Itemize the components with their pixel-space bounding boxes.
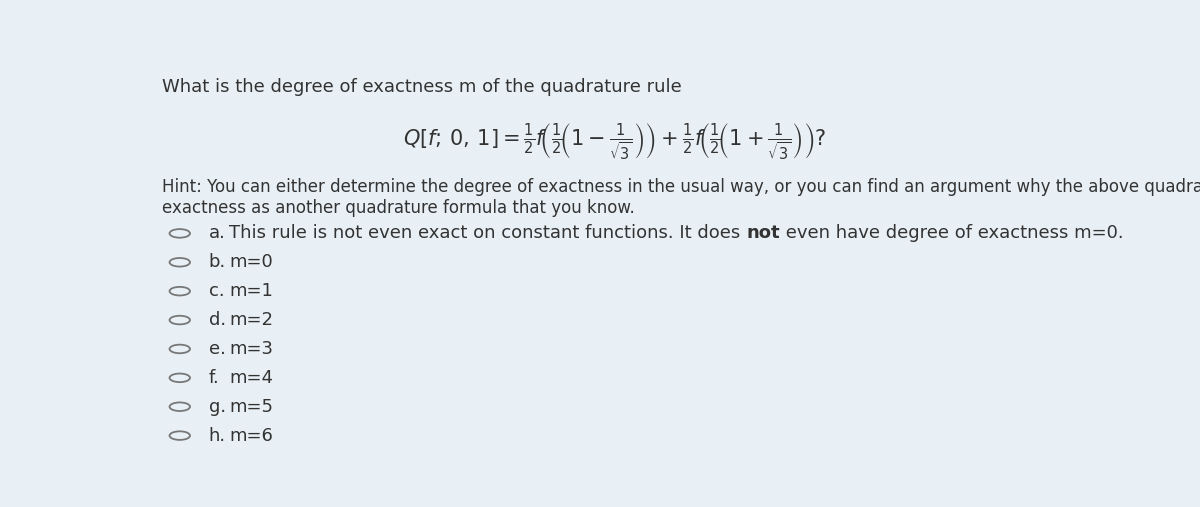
Text: b.: b. xyxy=(209,254,226,271)
Text: m=5: m=5 xyxy=(229,397,274,416)
Text: $Q[f;\,0,\,1] = \frac{1}{2}f\!\left(\frac{1}{2}\!\left(1 - \frac{1}{\sqrt{3}}\ri: $Q[f;\,0,\,1] = \frac{1}{2}f\!\left(\fra… xyxy=(403,121,827,162)
Text: m=6: m=6 xyxy=(229,426,272,445)
Text: m=2: m=2 xyxy=(229,311,274,329)
Text: m=4: m=4 xyxy=(229,369,274,387)
Text: a.: a. xyxy=(209,225,226,242)
Text: h.: h. xyxy=(209,426,226,445)
Text: m=1: m=1 xyxy=(229,282,272,300)
Text: c.: c. xyxy=(209,282,224,300)
Text: This rule is not even exact on constant functions. It does: This rule is not even exact on constant … xyxy=(229,225,746,242)
Text: g.: g. xyxy=(209,397,226,416)
Text: m=0: m=0 xyxy=(229,254,272,271)
Text: f.: f. xyxy=(209,369,220,387)
Text: m=3: m=3 xyxy=(229,340,274,358)
Text: exactness as another quadrature formula that you know.: exactness as another quadrature formula … xyxy=(162,199,635,218)
Text: even have degree of exactness m=0.: even have degree of exactness m=0. xyxy=(780,225,1123,242)
Text: Hint: You can either determine the degree of exactness in the usual way, or you : Hint: You can either determine the degre… xyxy=(162,178,1200,196)
Text: e.: e. xyxy=(209,340,226,358)
Text: What is the degree of exactness m of the quadrature rule: What is the degree of exactness m of the… xyxy=(162,79,682,96)
Text: d.: d. xyxy=(209,311,226,329)
Text: not: not xyxy=(746,225,780,242)
